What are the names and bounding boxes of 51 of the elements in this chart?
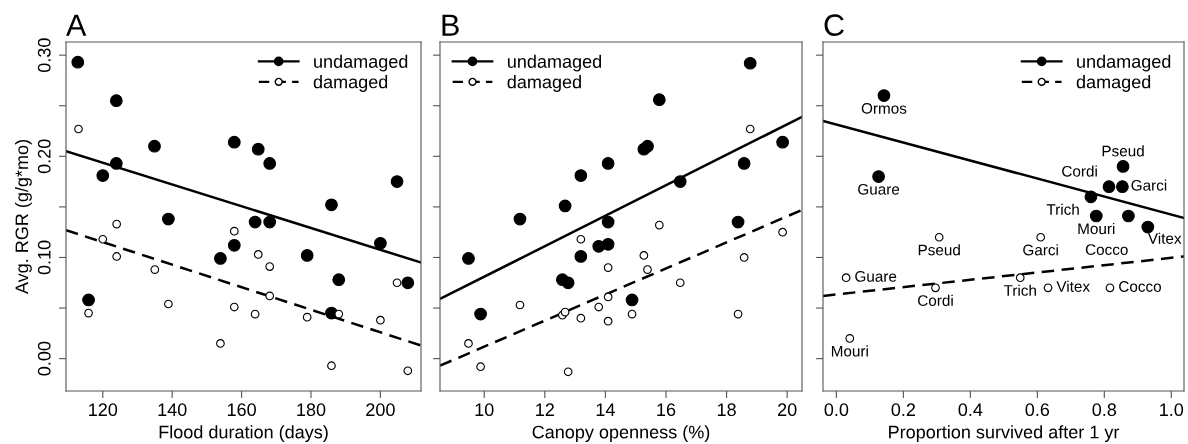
x-tick-label: 18 xyxy=(717,403,736,417)
annotation: Trich xyxy=(1003,284,1036,296)
legend-label: undamaged xyxy=(314,54,408,72)
chart-title: B xyxy=(442,14,459,36)
x-tick-label: 16 xyxy=(657,403,676,417)
y-tick-label: 0.30 xyxy=(37,38,51,73)
annotation: Cocco xyxy=(1085,244,1128,256)
annotation: Mouri xyxy=(831,345,868,357)
x-tick-label: 10 xyxy=(475,403,494,417)
x-tick-label: 12 xyxy=(536,403,554,416)
chart-title: C xyxy=(824,14,844,36)
annotation: Guare xyxy=(858,183,900,195)
legend-label: damaged xyxy=(313,75,388,92)
annotation: Vitex xyxy=(1147,232,1182,244)
x-tick-label: 140 xyxy=(158,403,187,417)
annotation: Cordi xyxy=(918,294,953,306)
x-tick-label: 200 xyxy=(366,403,395,417)
x-tick-label: 14 xyxy=(596,403,615,416)
annotation: Mouri xyxy=(1078,222,1115,235)
y-axis-title: Avg. RGR (g/g*mo) xyxy=(14,140,32,295)
y-tick-label: 0.00 xyxy=(37,341,51,376)
annotation: Guare xyxy=(855,270,897,282)
x-tick-label: 0.4 xyxy=(958,403,983,417)
annotation: Cordi xyxy=(1062,165,1097,177)
x-axis-title: Canopy openness (%) xyxy=(532,425,710,443)
annotation: Garci xyxy=(1131,179,1167,191)
x-tick-label: 0.8 xyxy=(1092,403,1117,417)
x-tick-label: 120 xyxy=(89,403,118,417)
legend-label: undamaged xyxy=(507,54,602,72)
x-tick-label: 0.6 xyxy=(1025,403,1050,417)
annotation: Ormos xyxy=(861,102,907,114)
y-tick-label: 0.20 xyxy=(37,139,51,174)
annotation: Pseud xyxy=(1102,145,1144,157)
x-tick-label: 1.0 xyxy=(1160,403,1184,417)
x-axis-title: Proportion survived after 1 yr xyxy=(889,425,1120,443)
x-axis-title: Flood duration (days) xyxy=(159,425,328,443)
legend-label: undamaged xyxy=(1077,54,1171,72)
annotation: Vitex xyxy=(1056,280,1090,292)
x-tick-label: 180 xyxy=(297,403,326,417)
annotation: Cocco xyxy=(1119,281,1161,292)
annotation: Pseud xyxy=(918,244,960,256)
x-tick-label: 0.2 xyxy=(891,403,916,417)
chart-title: A xyxy=(66,14,87,36)
y-tick-label: 0.10 xyxy=(37,240,51,275)
x-tick-label: 160 xyxy=(227,403,256,417)
legend-label: damaged xyxy=(1076,75,1151,92)
annotation: Trich xyxy=(1046,203,1079,215)
x-tick-label: 20 xyxy=(778,403,797,417)
x-tick-label: 0.0 xyxy=(824,403,849,417)
legend-label: damaged xyxy=(507,75,581,92)
annotation: Garci xyxy=(1023,244,1058,256)
